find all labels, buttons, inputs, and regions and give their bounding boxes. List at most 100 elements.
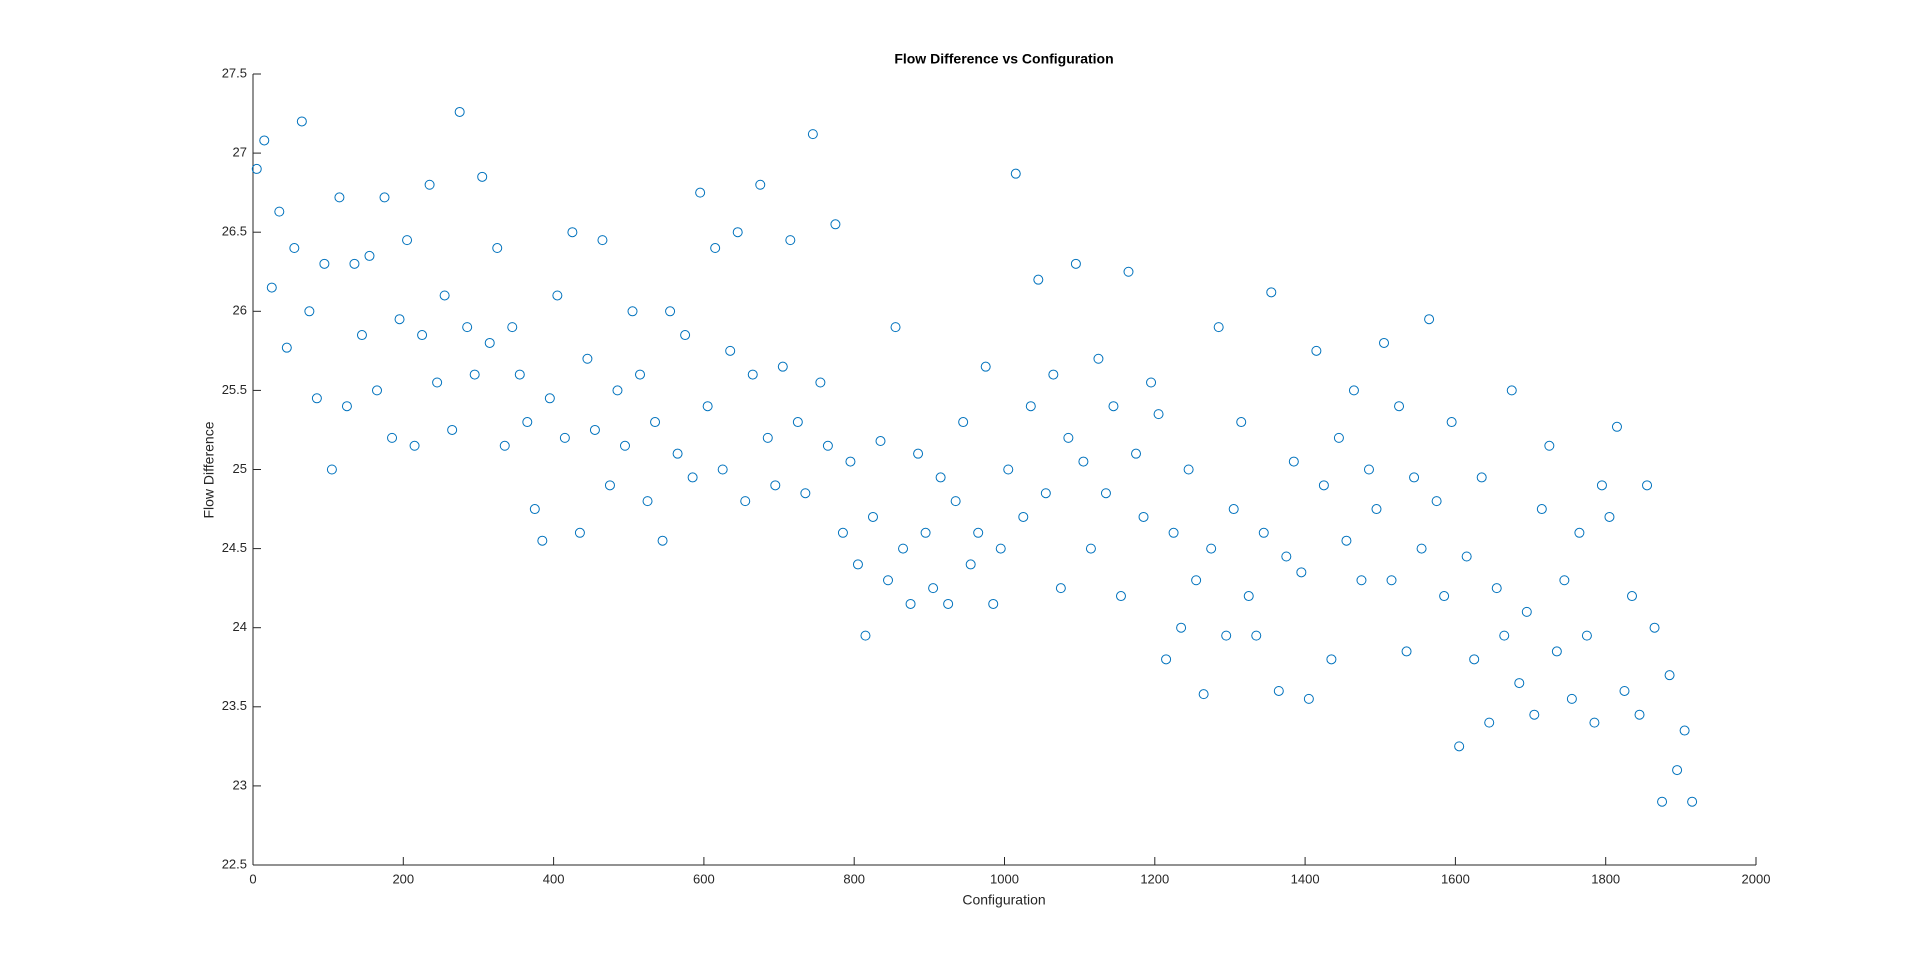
point [469, 369, 480, 380]
point [988, 598, 999, 609]
point [1363, 464, 1374, 475]
point [1033, 274, 1044, 285]
point [1176, 622, 1187, 633]
y-tick-label: 26.5 [222, 224, 247, 239]
point [1589, 717, 1600, 728]
point [965, 559, 976, 570]
point [364, 250, 375, 261]
point [1221, 630, 1232, 641]
point [1333, 432, 1344, 443]
point [604, 480, 615, 491]
y-tick-label: 23.5 [222, 698, 247, 713]
point [1288, 456, 1299, 467]
point [1642, 480, 1653, 491]
point [695, 187, 706, 198]
point [402, 235, 413, 246]
point [394, 314, 405, 325]
point [1040, 488, 1051, 499]
point [1596, 480, 1607, 491]
x-tick-label: 800 [843, 871, 865, 886]
point [1431, 496, 1442, 507]
point [1085, 543, 1096, 554]
point [589, 424, 600, 435]
y-tick-label: 25.5 [222, 382, 247, 397]
point [807, 129, 818, 140]
point [432, 377, 443, 388]
point [597, 235, 608, 246]
x-tick-label: 600 [693, 871, 715, 886]
point [424, 179, 435, 190]
point [552, 290, 563, 301]
point [1303, 693, 1314, 704]
point [439, 290, 450, 301]
point [341, 401, 352, 412]
point [484, 337, 495, 348]
y-tick-label: 25 [233, 461, 247, 476]
point [1153, 409, 1164, 420]
point [1048, 369, 1059, 380]
y-tick-label: 23 [233, 777, 247, 792]
point [1574, 527, 1585, 538]
point [1183, 464, 1194, 475]
point [574, 527, 585, 538]
point [1025, 401, 1036, 412]
point [274, 206, 285, 217]
point [717, 464, 728, 475]
point [1379, 337, 1390, 348]
point [732, 227, 743, 238]
y-tick-label: 27.5 [222, 65, 247, 80]
point [612, 385, 623, 396]
point [980, 361, 991, 372]
x-axis-label: Configuration [962, 892, 1045, 908]
x-tick-label: 1800 [1591, 871, 1620, 886]
point [1070, 258, 1081, 269]
point [777, 361, 788, 372]
x-tick-label: 400 [543, 871, 565, 886]
point [1318, 480, 1329, 491]
point [296, 116, 307, 127]
x-tick-label: 1400 [1291, 871, 1320, 886]
point [522, 417, 533, 428]
point [725, 345, 736, 356]
point [1559, 575, 1570, 586]
y-tick-label: 22.5 [222, 856, 247, 871]
point [657, 535, 668, 546]
point [1273, 685, 1284, 696]
point [1386, 575, 1397, 586]
point [447, 424, 458, 435]
point [995, 543, 1006, 554]
point [1657, 796, 1668, 807]
point [1461, 551, 1472, 562]
point [1672, 765, 1683, 776]
point [1416, 543, 1427, 554]
point [1146, 377, 1157, 388]
point [409, 440, 420, 451]
point [1161, 654, 1172, 665]
point [1627, 591, 1638, 602]
point [1409, 472, 1420, 483]
point [559, 432, 570, 443]
point [1206, 543, 1217, 554]
point [514, 369, 525, 380]
point [417, 330, 428, 341]
point [1326, 654, 1337, 665]
point [672, 448, 683, 459]
point [770, 480, 781, 491]
point [492, 243, 503, 254]
point [785, 235, 796, 246]
point [1491, 583, 1502, 594]
point [1228, 504, 1239, 515]
point [281, 342, 292, 353]
point [1514, 678, 1525, 689]
point [1131, 448, 1142, 459]
point [1100, 488, 1111, 499]
point [747, 369, 758, 380]
point [920, 527, 931, 538]
y-tick-label: 26 [233, 303, 247, 318]
point [642, 496, 653, 507]
point [837, 527, 848, 538]
point [454, 106, 465, 117]
point [1191, 575, 1202, 586]
point [1311, 345, 1322, 356]
